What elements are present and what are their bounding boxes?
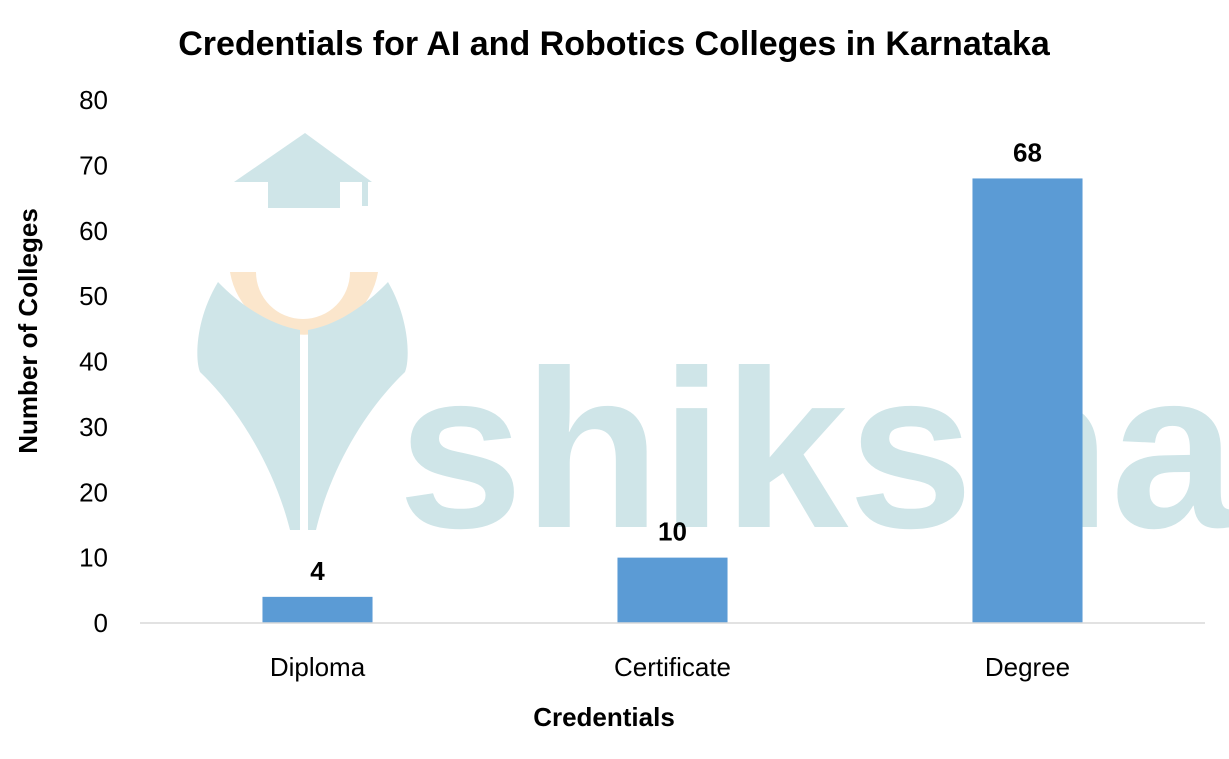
y-tick-label: 40: [79, 347, 108, 377]
x-axis-title: Credentials: [533, 702, 675, 732]
bars: [262, 178, 1083, 623]
data-label: 4: [310, 556, 325, 586]
bar-certificate: [617, 557, 728, 623]
data-label: 10: [658, 517, 687, 547]
watermark-logo: shiksha: [197, 133, 1229, 575]
y-tick-label: 10: [79, 543, 108, 573]
watermark-cap-band: [268, 182, 340, 208]
watermark-cap-icon: [234, 133, 372, 182]
y-axis-ticks: 0 10 20 30 40 50 60 70 80: [79, 85, 108, 638]
x-tick-label: Degree: [985, 652, 1070, 682]
y-tick-label: 30: [79, 412, 108, 442]
y-tick-label: 50: [79, 281, 108, 311]
watermark-text: shiksha: [398, 323, 1229, 575]
data-label: 68: [1013, 137, 1042, 167]
y-tick-label: 20: [79, 477, 108, 507]
y-tick-label: 0: [94, 608, 108, 638]
watermark-body-right: [308, 282, 408, 530]
watermark-body-left: [197, 282, 300, 530]
chart-title: Credentials for AI and Robotics Colleges…: [178, 25, 1051, 63]
watermark-cap-tassel: [362, 182, 368, 206]
bar-diploma: [262, 596, 373, 623]
x-axis-categories: Diploma Certificate Degree: [270, 652, 1070, 682]
y-axis-title: Number of Colleges: [13, 208, 43, 454]
y-tick-label: 70: [79, 150, 108, 180]
bar-degree: [972, 178, 1083, 623]
y-tick-label: 60: [79, 216, 108, 246]
data-labels: 4 10 68: [310, 137, 1042, 585]
x-tick-label: Diploma: [270, 652, 366, 682]
y-tick-label: 80: [79, 85, 108, 115]
x-tick-label: Certificate: [614, 652, 731, 682]
